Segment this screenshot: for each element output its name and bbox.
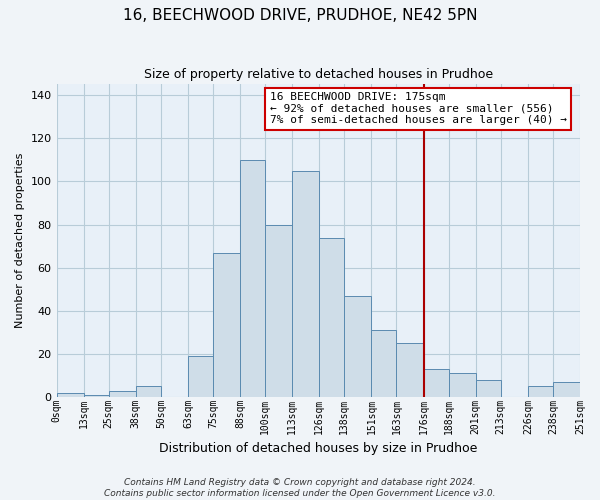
Bar [449, 374, 476, 397]
Bar [240, 160, 265, 397]
X-axis label: Distribution of detached houses by size in Prudhoe: Distribution of detached houses by size … [159, 442, 478, 455]
Text: Contains HM Land Registry data © Crown copyright and database right 2024.
Contai: Contains HM Land Registry data © Crown c… [104, 478, 496, 498]
Bar [292, 170, 319, 397]
Text: 16 BEECHWOOD DRIVE: 175sqm
← 92% of detached houses are smaller (556)
7% of semi: 16 BEECHWOOD DRIVE: 175sqm ← 92% of deta… [270, 92, 567, 126]
Text: 16, BEECHWOOD DRIVE, PRUDHOE, NE42 5PN: 16, BEECHWOOD DRIVE, PRUDHOE, NE42 5PN [123, 8, 477, 22]
Bar [319, 238, 344, 397]
Bar [528, 386, 553, 397]
Bar [109, 390, 136, 397]
Bar [56, 392, 83, 397]
Bar [188, 356, 213, 397]
Bar [136, 386, 161, 397]
Bar [371, 330, 397, 397]
Y-axis label: Number of detached properties: Number of detached properties [15, 153, 25, 328]
Bar [265, 224, 292, 397]
Bar [424, 369, 449, 397]
Bar [476, 380, 501, 397]
Bar [213, 252, 240, 397]
Bar [83, 395, 109, 397]
Bar [344, 296, 371, 397]
Bar [397, 343, 424, 397]
Bar [553, 382, 580, 397]
Title: Size of property relative to detached houses in Prudhoe: Size of property relative to detached ho… [144, 68, 493, 80]
